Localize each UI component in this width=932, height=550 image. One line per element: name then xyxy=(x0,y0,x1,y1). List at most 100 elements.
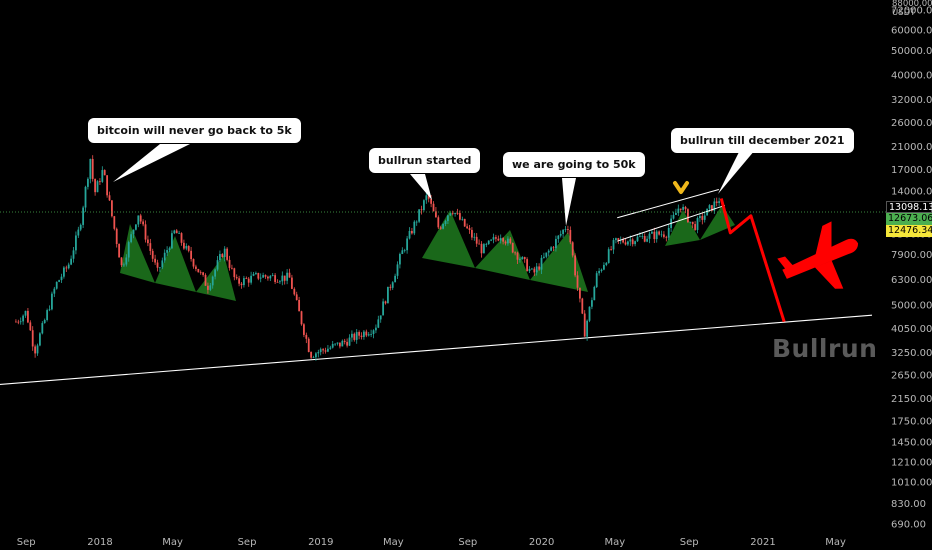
candle-body xyxy=(55,281,58,289)
candle-body xyxy=(507,238,509,244)
y-tick-label: 830.00 xyxy=(891,499,926,510)
candle-body xyxy=(687,209,689,223)
candle-body xyxy=(663,234,665,237)
candle-body xyxy=(538,266,541,270)
candle-body xyxy=(51,293,53,310)
x-tick-label: 2021 xyxy=(750,537,775,548)
candle-body xyxy=(588,306,591,321)
candle-body xyxy=(449,213,452,216)
candle-body xyxy=(257,272,260,279)
candle-body xyxy=(120,257,123,266)
candle-body xyxy=(199,272,202,274)
candle-body xyxy=(125,257,128,265)
candle-body xyxy=(243,278,245,286)
price-axis[interactable]: 690.00 830.00 1010.00 1210.00 1450.00 1750.00… xyxy=(891,6,932,531)
candle-body xyxy=(283,275,286,281)
y-tick-label: 17000.00 xyxy=(891,165,932,176)
candle-body xyxy=(310,351,313,358)
time-axis[interactable]: Sep 2018 May Sep 2019 May Sep 2020 May Sep 2021 May xyxy=(17,537,846,548)
candle-body xyxy=(43,320,46,324)
candle-body xyxy=(595,273,598,287)
candle-body xyxy=(372,330,375,334)
candle-body xyxy=(711,205,713,211)
y-tick-label: 1010.00 xyxy=(891,477,932,488)
candle-body xyxy=(355,332,358,340)
candle-body xyxy=(463,218,466,227)
candle-body xyxy=(480,243,483,254)
candle-body xyxy=(547,250,550,253)
pattern-triangle xyxy=(530,232,588,292)
candle-body xyxy=(219,254,221,261)
candle-body xyxy=(583,313,586,337)
candle-body xyxy=(675,212,677,215)
x-tick-label: 2018 xyxy=(87,537,112,548)
candle-body xyxy=(226,248,229,260)
candle-body xyxy=(519,259,521,260)
candle-body xyxy=(343,340,346,342)
candle-body xyxy=(703,215,706,220)
candle-body xyxy=(190,250,193,260)
candle-body xyxy=(24,310,27,316)
candle-body xyxy=(127,242,130,258)
candle-body xyxy=(466,226,469,229)
candle-body xyxy=(142,221,145,225)
candle-body xyxy=(161,260,164,268)
candle-body xyxy=(113,216,116,229)
candle-body xyxy=(648,233,651,239)
price-tag-text: 13098.13 xyxy=(889,202,932,213)
candle-body xyxy=(559,233,562,236)
candle-body xyxy=(399,254,401,265)
candle-body xyxy=(281,275,284,282)
candle-body xyxy=(185,245,188,249)
candle-body xyxy=(132,229,135,235)
price-channel xyxy=(617,189,726,242)
candle-body xyxy=(367,334,370,336)
annotation-pointers xyxy=(113,144,755,226)
candle-body xyxy=(363,331,365,337)
candle-body xyxy=(159,267,161,269)
candle-body xyxy=(689,221,692,223)
y-tick-label: 26000.00 xyxy=(891,118,932,129)
candle-body xyxy=(643,236,646,242)
y-tick-label: 1210.00 xyxy=(891,457,932,468)
candle-body xyxy=(103,170,106,176)
candle-body xyxy=(322,349,325,351)
candle-body xyxy=(255,272,257,274)
candle-body xyxy=(166,250,169,253)
candle-body xyxy=(274,275,277,282)
candle-body xyxy=(264,275,267,277)
candle-body xyxy=(408,230,411,239)
candle-body xyxy=(214,269,217,277)
candle-body xyxy=(655,231,658,240)
candle-body xyxy=(672,214,675,219)
candle-body xyxy=(569,230,572,243)
candle-body xyxy=(34,346,37,354)
candle-body xyxy=(36,345,39,354)
y-tick-label: 2150.00 xyxy=(891,394,932,405)
candle-body xyxy=(312,357,315,359)
candle-body xyxy=(598,270,601,274)
candle-body xyxy=(336,342,339,344)
candle-body xyxy=(576,275,579,288)
candle-body xyxy=(694,224,697,230)
candle-body xyxy=(627,241,629,245)
candle-body xyxy=(413,221,416,234)
candle-body xyxy=(303,324,305,335)
candle-body xyxy=(53,288,56,294)
candle-body xyxy=(207,285,209,290)
currency-code: USDT xyxy=(892,8,916,18)
candle-body xyxy=(22,315,25,322)
candle-body xyxy=(439,227,442,229)
channel-line xyxy=(617,204,726,242)
candle-body xyxy=(156,262,159,268)
candle-body xyxy=(555,238,557,249)
candle-body xyxy=(677,208,680,213)
candle-body xyxy=(137,215,140,225)
candle-body xyxy=(365,331,368,336)
candlesticks xyxy=(15,155,721,361)
candle-body xyxy=(240,283,243,286)
candle-body xyxy=(487,240,490,244)
pattern-triangle xyxy=(700,205,735,240)
x-tick-label: May xyxy=(383,537,404,548)
